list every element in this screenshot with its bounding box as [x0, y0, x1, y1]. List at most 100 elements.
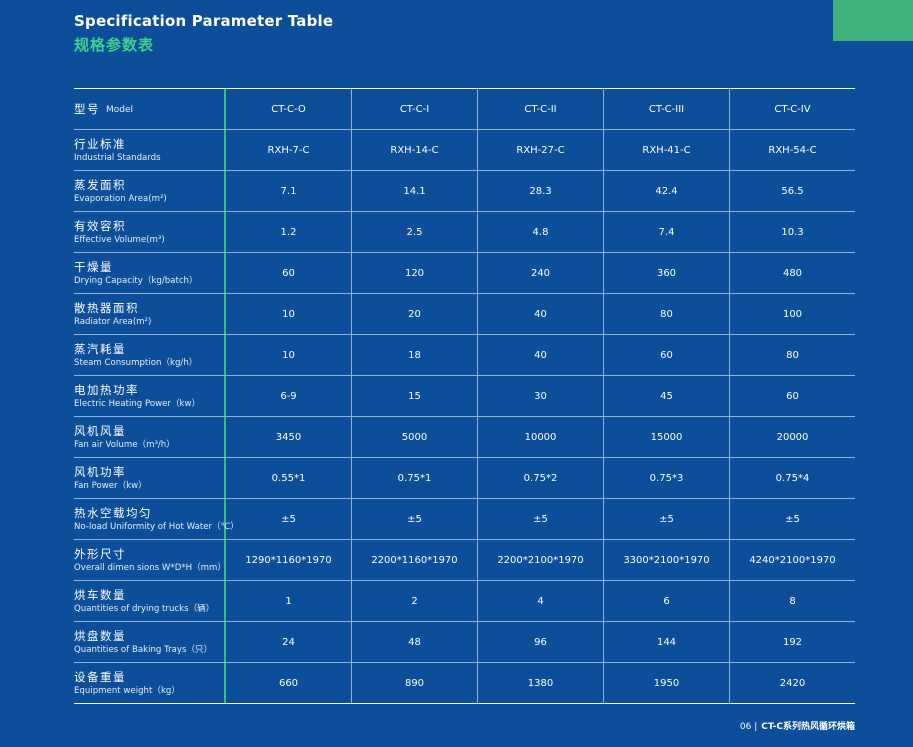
row-label: 型号 Model: [74, 89, 226, 129]
row-label-en: Fan Power（kw）: [74, 481, 147, 491]
table-cell: 3300*2100*1970: [603, 540, 729, 580]
row-label-en: Electric Heating Power（kw）: [74, 399, 201, 409]
table-cell: 40: [477, 335, 603, 375]
table-cell: 4240*2100*1970: [729, 540, 855, 580]
row-label-en: Steam Consumption（kg/h）: [74, 358, 198, 368]
table-cell: RXH-7-C: [267, 144, 310, 156]
row-label-en: Overall dimen sions W*D*H（mm）: [74, 563, 227, 573]
row-label: 设备重量 Equipment weight（kg）: [74, 663, 226, 703]
table-cell: RXH-41-C: [603, 130, 729, 170]
table-header-row: 型号 Model CT-C-O CT-C-I CT-C-II CT-C-III CT-C-I…: [74, 89, 855, 130]
table-cell: 192: [729, 622, 855, 662]
table-row: 散热器面积 Radiator Area(m²) 10 20 40 80 100: [74, 294, 855, 335]
corner-accent-tab: [833, 0, 913, 41]
table-cell: 80: [729, 335, 855, 375]
table-cell: 2200*1160*1970: [351, 540, 477, 580]
row-label-cn: 设备重量: [74, 670, 126, 684]
table-cell: 15000: [603, 417, 729, 457]
table-cell: 0.75*4: [729, 458, 855, 498]
row-label-cn: 蒸发面积: [74, 178, 126, 192]
table-cell: 120: [351, 253, 477, 293]
table-cell: 480: [729, 253, 855, 293]
row-label: 风机风量 Fan air Volume（m³/h）: [74, 417, 226, 457]
row-label-cn: 散热器面积: [74, 301, 139, 315]
table-cell: 0.75*3: [603, 458, 729, 498]
table-cell: ±5: [603, 499, 729, 539]
table-cell: 2.5: [351, 212, 477, 252]
table-cell: 1380: [477, 663, 603, 703]
table-row: 电加热功率 Electric Heating Power（kw） 6-9 15 30 45…: [74, 376, 855, 417]
table-cell: 10000: [477, 417, 603, 457]
table-cell: 2: [351, 581, 477, 621]
table-cell: ±5: [477, 499, 603, 539]
table-cell: 3450: [275, 431, 302, 443]
row-label-cn: 风机风量: [74, 424, 126, 438]
row-label-en: Evaporation Area(m²): [74, 194, 167, 204]
table-cell: 28.3: [477, 171, 603, 211]
table-cell: 10: [282, 349, 295, 361]
model-header-cell: CT-C-III: [603, 89, 729, 129]
table-cell: 660: [278, 677, 299, 689]
row-label-cn: 有效容积: [74, 219, 126, 233]
table-cell: 1290*1160*1970: [245, 554, 332, 566]
table-row: 行业标准 Industrial Standards RXH-7-C RXH-14-C R…: [74, 130, 855, 171]
table-cell: 0.55*1: [271, 472, 306, 484]
table-cell: 30: [477, 376, 603, 416]
table-cell: 5000: [351, 417, 477, 457]
row-label-cn: 外形尺寸: [74, 547, 126, 561]
table-cell: 890: [351, 663, 477, 703]
row-label-en: Quantities of drying trucks（辆）: [74, 604, 215, 614]
table-cell: 8: [729, 581, 855, 621]
row-label-en: Equipment weight（kg）: [74, 686, 180, 696]
table-cell: 96: [477, 622, 603, 662]
table-cell: 60: [603, 335, 729, 375]
row-label-en: Industrial Standards: [74, 153, 161, 163]
table-row: 外形尺寸 Overall dimen sions W*D*H（mm） 1290*11…: [74, 540, 855, 581]
table-row: 蒸汽耗量 Steam Consumption（kg/h） 10 18 40 60 80: [74, 335, 855, 376]
row-label: 烘盘数量 Quantities of Baking Trays（只）: [74, 622, 226, 662]
row-label: 有效容积 Effective Volume(m³): [74, 212, 226, 252]
table-cell: 1950: [603, 663, 729, 703]
table-cell: 240: [477, 253, 603, 293]
table-cell: 42.4: [603, 171, 729, 211]
row-label-en: Radiator Area(m²): [74, 317, 152, 327]
table-cell: 10: [282, 308, 295, 320]
row-label-cn: 干燥量: [74, 260, 113, 274]
table-cell: 4.8: [477, 212, 603, 252]
row-label-cn: 型号: [74, 102, 100, 116]
table-row: 干燥量 Drying Capacity（kg/batch） 60 120 240 360 4…: [74, 253, 855, 294]
table-cell: 60: [282, 267, 295, 279]
row-label: 风机功率 Fan Power（kw）: [74, 458, 226, 498]
page-number: 06 |: [739, 722, 758, 732]
table-cell: 10.3: [729, 212, 855, 252]
table-cell: RXH-27-C: [477, 130, 603, 170]
page-footer: 06 | CT-C系列热风循环烘箱: [740, 719, 855, 732]
table-cell: 6: [603, 581, 729, 621]
row-label: 外形尺寸 Overall dimen sions W*D*H（mm）: [74, 540, 226, 580]
row-label-cn: 风机功率: [74, 465, 126, 479]
row-label-en: Effective Volume(m³): [74, 235, 165, 245]
table-cell: 2420: [729, 663, 855, 703]
row-label-cn: 蒸汽耗量: [74, 342, 126, 356]
table-cell: 48: [351, 622, 477, 662]
table-row: 风机风量 Fan air Volume（m³/h） 3450 5000 10000 150…: [74, 417, 855, 458]
table-cell: RXH-54-C: [729, 130, 855, 170]
page-title-en: Specification Parameter Table: [74, 12, 334, 30]
row-label-en: Model: [106, 104, 134, 115]
row-label: 热水空载均匀 No-load Uniformity of Hot Water（℃）: [74, 499, 239, 539]
table-cell: 20000: [729, 417, 855, 457]
table-row: 风机功率 Fan Power（kw） 0.55*1 0.75*1 0.75*2 0.75*…: [74, 458, 855, 499]
row-label: 散热器面积 Radiator Area(m²): [74, 294, 226, 334]
table-cell: 40: [477, 294, 603, 334]
row-label-cn: 电加热功率: [74, 383, 139, 397]
table-cell: 80: [603, 294, 729, 334]
table-cell: 18: [351, 335, 477, 375]
table-row: 烘盘数量 Quantities of Baking Trays（只） 24 48 96 1…: [74, 622, 855, 663]
table-row: 有效容积 Effective Volume(m³) 1.2 2.5 4.8 7.4 10.3: [74, 212, 855, 253]
table-cell: 60: [729, 376, 855, 416]
table-cell: 1: [285, 595, 292, 607]
row-label-en: Drying Capacity（kg/batch）: [74, 276, 198, 286]
row-label-cn: 烘盘数量: [74, 629, 126, 643]
row-label-en: Quantities of Baking Trays（只）: [74, 645, 213, 655]
footer-series-name: CT-C系列热风循环烘箱: [761, 722, 855, 732]
